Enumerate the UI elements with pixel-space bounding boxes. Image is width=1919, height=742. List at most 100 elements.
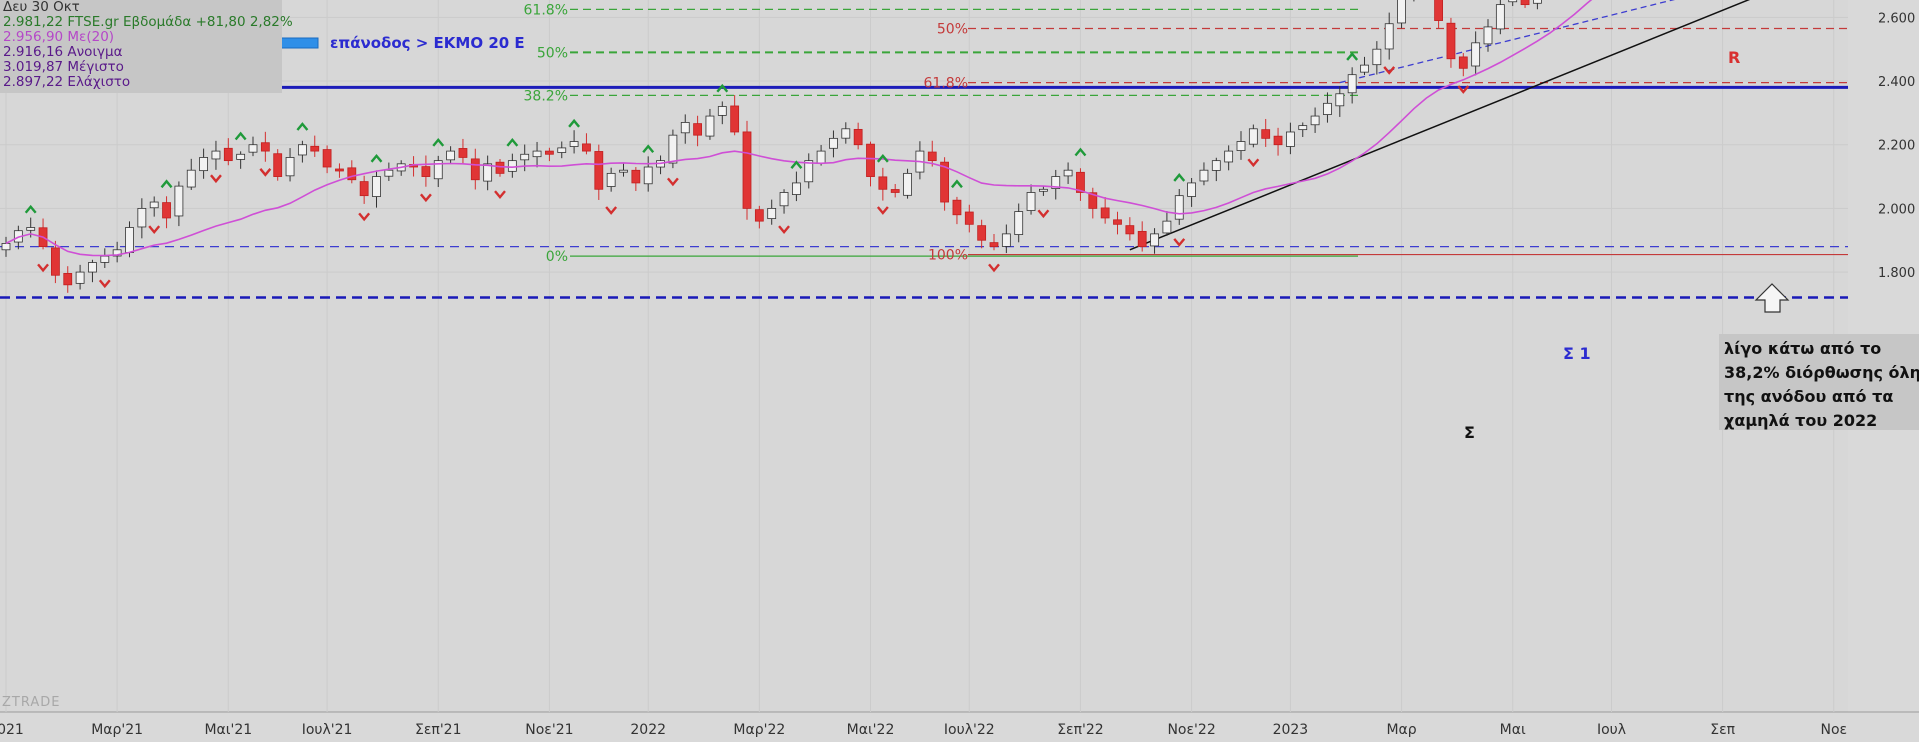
candle-body bbox=[1434, 0, 1443, 21]
up-fractal-marker bbox=[160, 179, 173, 189]
candle-body bbox=[742, 131, 752, 209]
candle-body bbox=[236, 153, 246, 160]
candle-body bbox=[1335, 93, 1345, 107]
down-fractal-marker bbox=[1037, 209, 1050, 219]
down-fractal-marker bbox=[778, 225, 790, 235]
ma20-line bbox=[5, 0, 1593, 257]
y-tick-label: 2.600 bbox=[1878, 11, 1915, 26]
candle-body bbox=[1347, 74, 1357, 94]
candle-body bbox=[1125, 225, 1135, 235]
candle-body bbox=[1150, 233, 1159, 247]
candle-body bbox=[890, 189, 900, 193]
candle-body bbox=[88, 262, 97, 273]
candle-body bbox=[668, 134, 678, 164]
up-fractal-marker bbox=[1074, 147, 1087, 157]
candle-body bbox=[1014, 211, 1024, 235]
candle-body bbox=[112, 249, 122, 257]
x-tick-label: Νοε'21 bbox=[525, 722, 573, 738]
candle-body bbox=[1224, 150, 1234, 163]
up-fractal-marker bbox=[790, 160, 803, 169]
x-tick-label: Μαι'22 bbox=[847, 722, 895, 738]
candle-body bbox=[977, 225, 987, 241]
x-tick-label: 2022 bbox=[630, 722, 666, 738]
candle-body bbox=[594, 151, 604, 190]
up-fractal-marker bbox=[234, 131, 247, 141]
down-fractal-marker bbox=[419, 193, 432, 203]
x-tick-label: Σεπ bbox=[1710, 722, 1735, 738]
candle-body bbox=[1174, 195, 1184, 220]
r-label: R bbox=[1728, 48, 1740, 67]
down-fractal-marker bbox=[1457, 85, 1470, 94]
candle-body bbox=[1063, 169, 1073, 177]
candle-body bbox=[1273, 135, 1283, 146]
down-fractal-marker bbox=[876, 206, 889, 215]
candle-body bbox=[680, 122, 690, 134]
candle-body bbox=[1076, 171, 1085, 193]
candle-body bbox=[211, 150, 221, 160]
candle-body bbox=[63, 273, 73, 286]
down-fractal-marker bbox=[988, 263, 1000, 273]
y-tick-label: 1.800 bbox=[1878, 266, 1915, 281]
candle-body bbox=[1384, 23, 1394, 50]
candle-body bbox=[433, 160, 443, 180]
candle-body bbox=[162, 202, 171, 219]
candle-body bbox=[260, 142, 270, 152]
candle-body bbox=[51, 247, 60, 276]
sigma-label: Σ bbox=[1464, 423, 1475, 442]
up-fractal-marker bbox=[951, 179, 963, 189]
candle-body bbox=[26, 227, 36, 231]
candle-body bbox=[1446, 22, 1456, 60]
candle-body bbox=[1248, 128, 1258, 145]
sigma1-label: Σ 1 bbox=[1563, 344, 1591, 363]
candle-body bbox=[495, 161, 505, 174]
up-fractal-marker bbox=[568, 118, 581, 128]
down-fractal-marker bbox=[98, 279, 111, 289]
candle-body bbox=[1495, 4, 1505, 30]
x-tick-label: Σεπ'22 bbox=[1057, 722, 1104, 738]
candle-body bbox=[866, 143, 875, 177]
x-tick-label: Ιουλ'21 bbox=[302, 722, 353, 738]
candle-body bbox=[1, 243, 11, 251]
x-tick-label: Μαι'21 bbox=[204, 722, 252, 738]
candle-body bbox=[952, 199, 962, 216]
candle-body bbox=[717, 106, 727, 116]
candle-body bbox=[940, 161, 949, 203]
candle-body bbox=[1471, 42, 1481, 67]
candle-body bbox=[619, 169, 628, 173]
candle-body bbox=[335, 168, 344, 172]
info-last-close: 2.981,22 FTSE.gr Εβδομάδα +81,80 2,82% bbox=[3, 14, 293, 30]
brand-watermark: ZTRADE bbox=[2, 695, 61, 710]
info-panel: Δευ 30 Οκτ 2.981,22 FTSE.gr Εβδομάδα +81… bbox=[0, 0, 293, 93]
candle-body bbox=[878, 176, 888, 190]
candle-body bbox=[1520, 0, 1530, 6]
candle-body bbox=[903, 172, 912, 196]
candle-body bbox=[223, 147, 233, 162]
info-low: 2.897,22 Ελάχιστο bbox=[3, 74, 131, 90]
candle-body bbox=[532, 150, 542, 158]
x-tick-label: 2021 bbox=[0, 722, 24, 738]
candle-body bbox=[582, 143, 591, 152]
fib-left-label: 61.8% bbox=[524, 2, 568, 18]
down-fractal-marker bbox=[605, 206, 618, 215]
candle-body bbox=[1137, 230, 1147, 248]
plot-background bbox=[0, 0, 1848, 712]
candle-body bbox=[1211, 160, 1221, 171]
candle-body bbox=[1458, 56, 1468, 69]
candle-body bbox=[829, 137, 838, 149]
down-fractal-marker bbox=[1383, 66, 1396, 75]
candle-body bbox=[297, 144, 307, 156]
candle-body bbox=[137, 207, 147, 228]
x-tick-label: Νοε'22 bbox=[1167, 722, 1215, 738]
up-fractal-marker bbox=[716, 83, 729, 93]
down-fractal-marker bbox=[1173, 238, 1186, 247]
candle-body bbox=[470, 158, 480, 181]
down-fractal-marker bbox=[358, 212, 371, 222]
candle-body bbox=[1286, 131, 1295, 147]
x-tick-label: Μαρ'21 bbox=[91, 722, 143, 738]
candle-body bbox=[149, 201, 159, 209]
candle-body bbox=[705, 115, 715, 137]
up-fractal-marker bbox=[370, 153, 383, 163]
candle-body bbox=[730, 105, 740, 133]
fib-right-label: 100% bbox=[928, 248, 968, 264]
candle-body bbox=[569, 141, 579, 147]
